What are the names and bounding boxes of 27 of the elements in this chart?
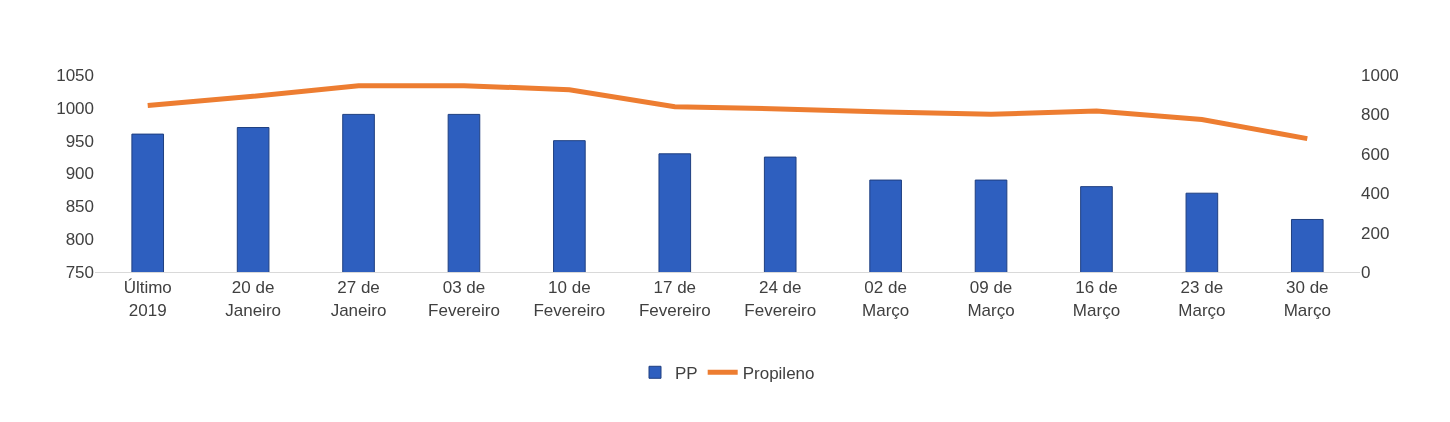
y-tick-label: 1000 <box>56 98 94 118</box>
x-tick-label: 10 de Fevereiro <box>533 278 606 320</box>
x-tick-label: 02 de Março <box>862 278 910 320</box>
y2-tick-label: 400 <box>1361 184 1390 204</box>
y2-tick-label: 0 <box>1361 262 1371 282</box>
x-tick-label: 16 de Março <box>1072 278 1121 320</box>
y-tick-label: 900 <box>65 164 94 184</box>
y-tick-label: 800 <box>65 230 94 250</box>
legend-label: Propileno <box>742 363 815 383</box>
y-tick-label: 950 <box>65 131 94 151</box>
y-tick-label: 750 <box>65 262 94 282</box>
x-tick-label: 17 de Fevereiro <box>638 278 711 320</box>
x-tick-label: 30 de Março <box>1283 278 1331 320</box>
y2-tick-label: 200 <box>1361 223 1390 243</box>
y-tick-label: 1050 <box>56 65 94 85</box>
x-tick-label: 24 de Fevereiro <box>744 278 817 320</box>
x-tick-label: Último 2019 <box>123 278 172 320</box>
y2-tick-label: 1000 <box>1361 65 1399 85</box>
legend-label: PP <box>675 363 698 383</box>
x-tick-label: 27 de Janeiro <box>330 278 387 320</box>
x-tick-label: 20 de Janeiro <box>225 278 282 320</box>
x-tick-label: 09 de Março <box>967 278 1015 320</box>
x-tick-label: 23 de Março <box>1178 278 1226 320</box>
y2-tick-label: 800 <box>1361 105 1390 125</box>
y-tick-label: 850 <box>65 197 94 217</box>
y2-tick-label: 600 <box>1361 144 1390 164</box>
x-tick-label: 03 de Fevereiro <box>428 278 500 320</box>
